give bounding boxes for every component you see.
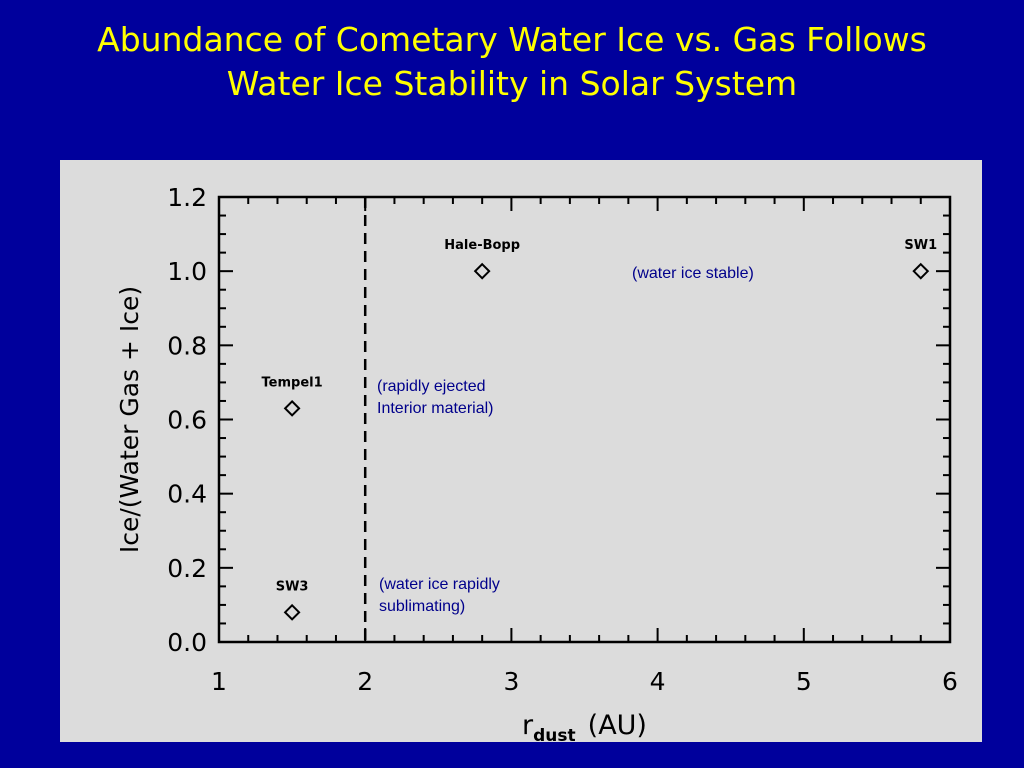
point-label: SW3: [276, 579, 309, 594]
data-point: [283, 603, 301, 621]
annotation-water-ice-stable: (water ice stable): [632, 263, 754, 285]
chart-panel: 0.0 0.2 0.4 0.6 0.8 1.0 1.2 1 2 3 4 5 6 Ice/(Water Ga…: [60, 160, 982, 742]
y-axis-label: Ice/(Water Gas + Ice): [115, 286, 144, 553]
x-axis-label-main: r: [522, 710, 534, 741]
y-tick-label: 1.2: [167, 183, 207, 212]
plot-frame: [217, 195, 952, 644]
y-tick-label: 0.4: [167, 480, 207, 509]
annotation-rapidly-ejected: (rapidly ejected Interior material): [377, 376, 493, 420]
x-tick-label: 6: [942, 667, 958, 696]
data-point: [912, 262, 930, 280]
y-tick-label: 0.0: [167, 628, 207, 657]
annotation-water-ice-sublimating: (water ice rapidly sublimating): [379, 574, 500, 618]
data-point: [473, 262, 491, 280]
slide-title-line-2: Water Ice Stability in Solar System: [226, 64, 798, 103]
point-label: SW1: [904, 238, 937, 253]
annotation-line: (rapidly ejected: [377, 378, 486, 395]
y-tick-label: 0.2: [167, 554, 207, 583]
x-tick-label: 2: [357, 667, 373, 696]
annotation-line: (water ice rapidly: [379, 576, 500, 593]
x-tick-label: 1: [211, 667, 227, 696]
x-tick-label: 3: [503, 667, 519, 696]
x-axis-label: rdust (AU): [522, 710, 647, 742]
point-label: Hale-Bopp: [444, 238, 520, 253]
y-tick-label: 0.8: [167, 331, 207, 360]
x-tick-label: 4: [650, 667, 666, 696]
slide-title: Abundance of Cometary Water Ice vs. Gas …: [0, 18, 1024, 106]
y-tick-label: 1.0: [167, 257, 207, 286]
x-tick-label: 5: [796, 667, 812, 696]
point-label: Tempel1: [262, 375, 323, 390]
annotation-line: Interior material): [377, 400, 494, 417]
scatter-chart: 0.0 0.2 0.4 0.6 0.8 1.0 1.2 1 2 3 4 5 6 Ice/(Water Ga…: [115, 183, 958, 742]
annotation-line: sublimating): [379, 598, 466, 615]
x-axis-label-subscript: dust: [533, 726, 576, 742]
x-axis-label-unit: (AU): [588, 710, 647, 741]
y-tick-label: 0.6: [167, 406, 207, 435]
data-point: [283, 399, 301, 417]
annotation-line: (water ice stable): [632, 265, 754, 282]
slide-title-line-1: Abundance of Cometary Water Ice vs. Gas …: [97, 20, 927, 59]
